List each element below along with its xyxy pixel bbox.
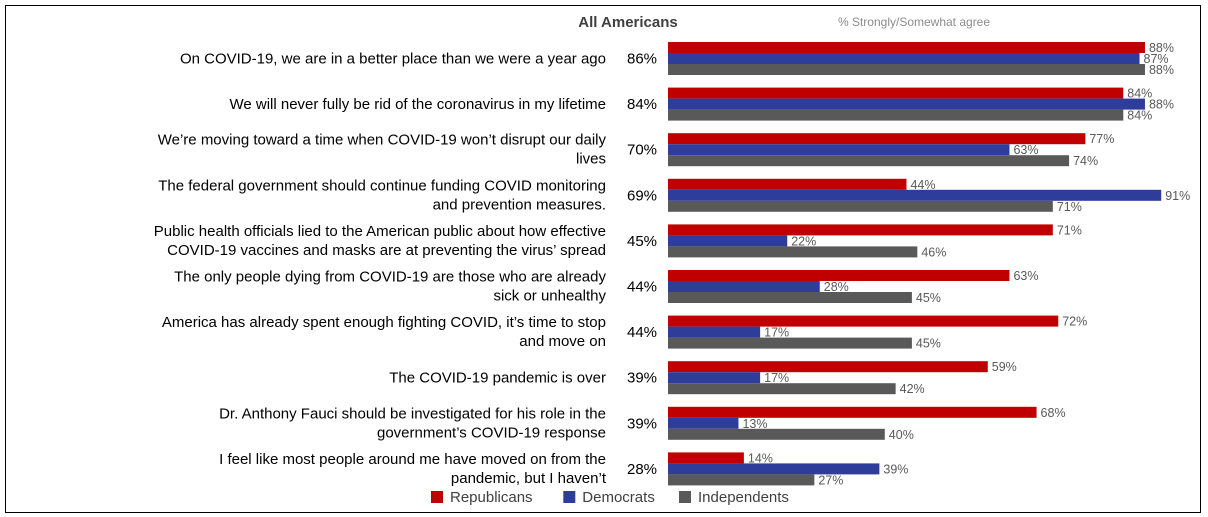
bar-independents (668, 383, 896, 395)
all-americans-value: 69% (627, 187, 657, 204)
statement-label: COVID-19 vaccines and masks are at preve… (167, 242, 606, 259)
bar-independents (668, 474, 815, 486)
data-label-democrats: 63% (1013, 143, 1038, 157)
data-label-independents: 45% (916, 291, 941, 305)
bar-democrats (668, 326, 761, 338)
bar-chart: All Americans % Strongly/Somewhat agree … (154, 14, 1190, 506)
bar-democrats (668, 463, 880, 475)
statement-label: On COVID-19, we are in a better place th… (180, 51, 606, 68)
chart-rows: On COVID-19, we are in a better place th… (154, 41, 1190, 487)
data-label-independents: 71% (1057, 200, 1082, 214)
bar-republicans (668, 42, 1145, 53)
chart-frame: All Americans % Strongly/Somewhat agree … (5, 5, 1201, 513)
bar-republicans (668, 178, 907, 190)
all-americans-value: 45% (627, 233, 657, 250)
legend-swatch-independents (679, 491, 691, 503)
bar-republicans (668, 87, 1124, 99)
statement-label: We will never fully be rid of the corona… (229, 96, 606, 113)
statement-label: pandemic, but I haven’t (451, 470, 607, 487)
data-label-independents: 27% (818, 473, 843, 487)
bar-democrats (668, 53, 1140, 64)
data-label-republicans: 72% (1062, 315, 1087, 329)
statement-label: and move on (519, 333, 606, 350)
bar-independents (668, 200, 1053, 212)
statement-label: sick or unhealthy (493, 288, 606, 305)
bar-democrats (668, 372, 761, 384)
chart-subtitle: % Strongly/Somewhat agree (838, 15, 990, 29)
data-label-democrats: 22% (791, 234, 816, 248)
bar-democrats (668, 281, 820, 292)
bar-democrats (668, 417, 739, 429)
bar-republicans (668, 133, 1086, 145)
bar-republicans (668, 315, 1059, 327)
bar-independents (668, 246, 918, 258)
data-label-independents: 74% (1073, 154, 1098, 168)
bar-independents (668, 292, 912, 303)
data-label-independents: 88% (1149, 63, 1174, 77)
bar-democrats (668, 98, 1145, 110)
statement-label: government’s COVID-19 response (377, 424, 606, 441)
data-label-democrats: 13% (742, 417, 767, 431)
data-label-democrats: 17% (764, 326, 789, 340)
all-americans-value: 44% (627, 279, 657, 296)
statement-label: America has already spent enough fightin… (162, 314, 606, 331)
bar-independents (668, 428, 885, 440)
data-label-republicans: 84% (1127, 87, 1152, 101)
data-label-democrats: 87% (1144, 52, 1169, 66)
legend-label-independents: Independents (698, 489, 789, 506)
bar-republicans (668, 406, 1037, 418)
all-americans-value: 44% (627, 324, 657, 341)
bar-republicans (668, 361, 988, 373)
data-label-democrats: 28% (824, 280, 849, 294)
bar-republicans (668, 452, 744, 464)
statement-label: Public health officials lied to the Amer… (154, 223, 606, 240)
bar-independents (668, 155, 1070, 167)
all-americans-value: 39% (627, 370, 657, 387)
statement-label: Dr. Anthony Fauci should be investigated… (219, 405, 606, 422)
data-label-republicans: 44% (910, 178, 935, 192)
legend-swatch-republicans (431, 491, 443, 503)
data-label-independents: 84% (1127, 109, 1152, 123)
bar-democrats (668, 235, 788, 247)
statement-label: The federal government should continue f… (158, 177, 606, 194)
bar-independents (668, 109, 1124, 121)
bar-democrats (668, 189, 1162, 201)
statement-label: We’re moving toward a time when COVID-19… (158, 132, 607, 149)
data-label-republicans: 14% (748, 451, 773, 465)
data-label-democrats: 88% (1149, 98, 1174, 112)
data-label-independents: 42% (900, 382, 925, 396)
data-label-democrats: 91% (1165, 189, 1190, 203)
statement-label: and prevention measures. (433, 196, 606, 213)
data-label-republicans: 77% (1089, 132, 1114, 146)
legend-label-republicans: Republicans (450, 489, 533, 506)
data-label-republicans: 59% (992, 360, 1017, 374)
all-americans-value: 84% (627, 96, 657, 113)
all-americans-value: 70% (627, 142, 657, 159)
all-americans-value: 39% (627, 415, 657, 432)
data-label-republicans: 88% (1149, 41, 1174, 55)
bar-independents (668, 337, 912, 349)
statement-label: The COVID-19 pandemic is over (389, 370, 606, 387)
statement-label: I feel like most people around me have m… (219, 451, 606, 468)
legend-swatch-democrats (563, 491, 576, 503)
data-label-independents: 45% (916, 337, 941, 351)
data-label-democrats: 17% (764, 371, 789, 385)
all-americans-value: 86% (627, 51, 657, 68)
legend: Republicans Democrats Independents (431, 489, 789, 506)
data-label-republicans: 68% (1041, 406, 1066, 420)
all-americans-header: All Americans (578, 14, 678, 31)
data-label-republicans: 63% (1013, 269, 1038, 283)
statement-label: lives (576, 151, 606, 168)
data-label-democrats: 39% (883, 462, 908, 476)
bar-republicans (668, 270, 1010, 281)
all-americans-value: 28% (627, 461, 657, 478)
bar-independents (668, 64, 1145, 75)
legend-label-democrats: Democrats (582, 489, 655, 506)
data-label-republicans: 71% (1057, 223, 1082, 237)
bar-republicans (668, 224, 1053, 236)
data-label-independents: 40% (889, 428, 914, 442)
bar-democrats (668, 144, 1010, 156)
data-label-independents: 46% (921, 245, 946, 259)
statement-label: The only people dying from COVID-19 are … (174, 269, 606, 286)
